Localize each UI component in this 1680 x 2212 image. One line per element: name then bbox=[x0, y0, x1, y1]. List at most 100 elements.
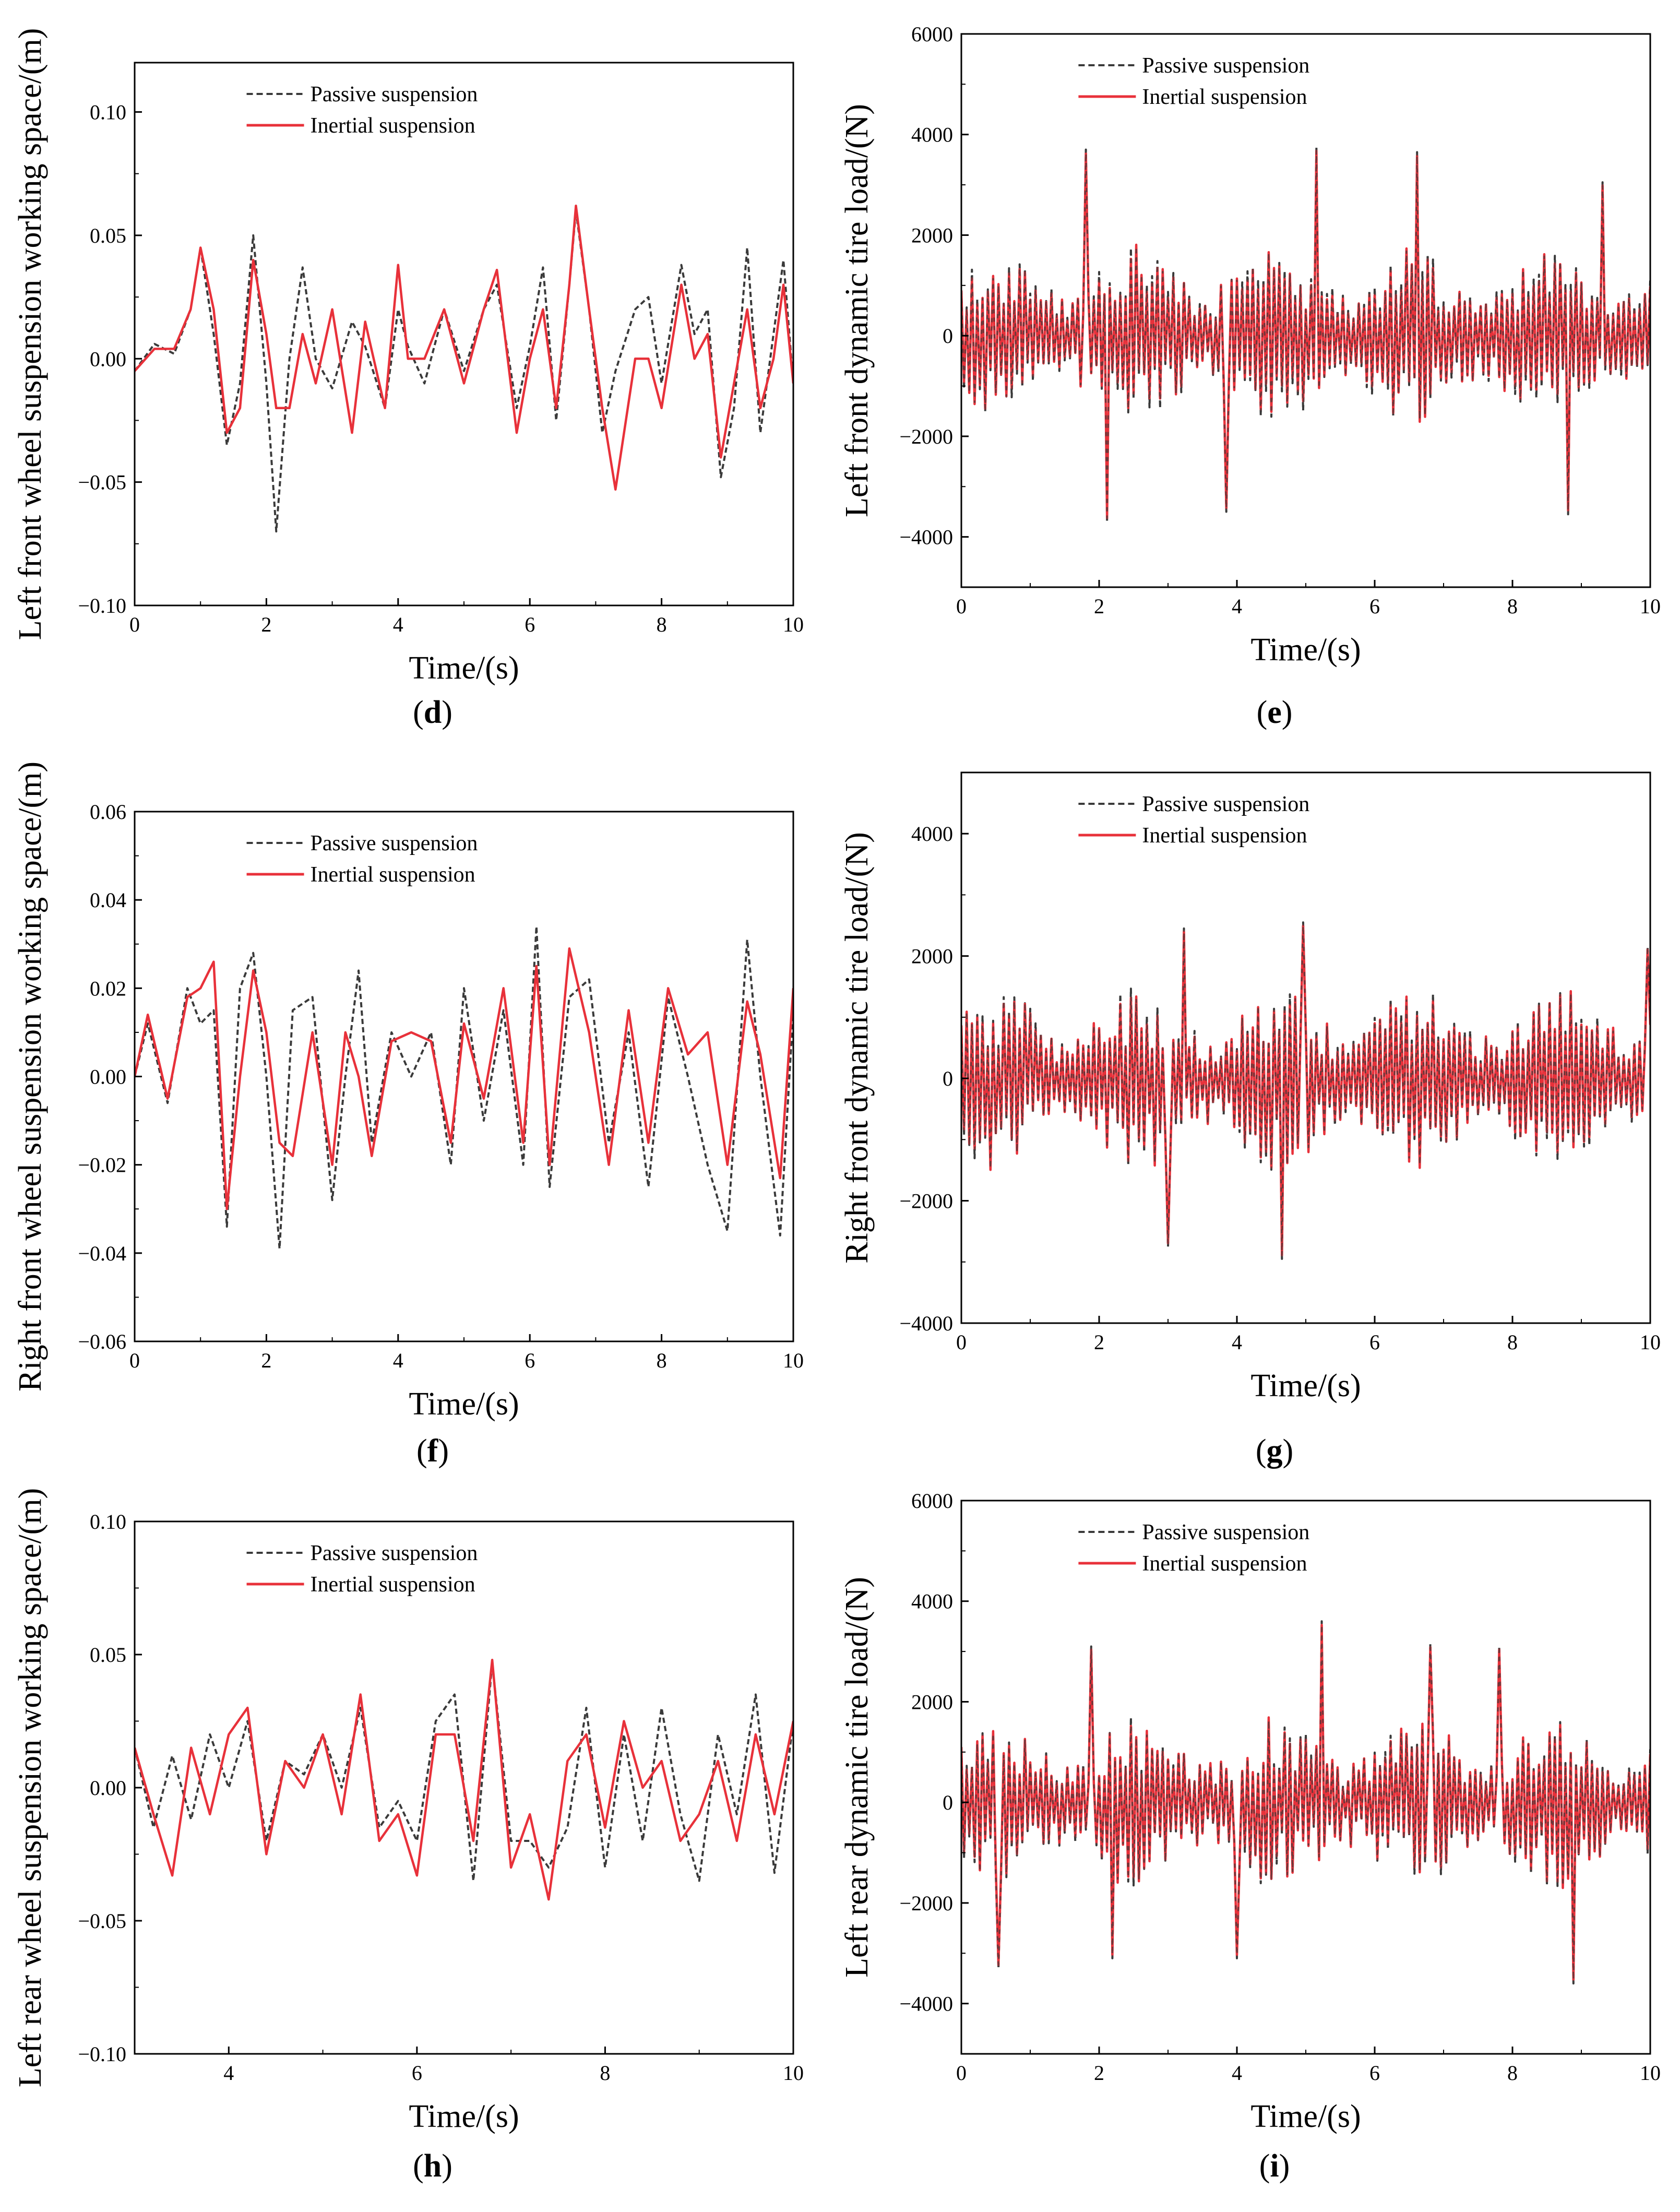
y-axis-title: Left rear wheel suspension working space… bbox=[13, 1488, 48, 2087]
x-tick-label: 6 bbox=[525, 613, 535, 636]
chart-panel-g: 0 2 4 6 8 10 −4000 −2000 0 2000 4000 Time/(s) Right … bbox=[839, 771, 1661, 1469]
y-tick-label: −4000 bbox=[899, 526, 953, 549]
legend: Passive suspension Inertial suspension bbox=[1078, 54, 1309, 109]
chart-panel-h: 4 6 8 10 −0.10 −0.05 0.00 0.05 0.10 Time/(s) Left … bbox=[13, 1488, 804, 2184]
x-tick-label: 10 bbox=[1640, 594, 1661, 618]
x-tick-label: 6 bbox=[1369, 594, 1380, 618]
x-axis-title: Time/(s) bbox=[409, 650, 519, 686]
x-tick-label: 8 bbox=[657, 1349, 667, 1372]
y-tick-label: 4000 bbox=[911, 123, 953, 147]
x-tick-label: 4 bbox=[393, 613, 403, 636]
x-tick-label: 2 bbox=[1094, 1330, 1104, 1354]
x-tick-label: 10 bbox=[783, 2061, 804, 2085]
x-tick-label: 4 bbox=[1232, 2061, 1242, 2085]
passive-series-line bbox=[135, 925, 793, 1250]
legend: Passive suspension Inertial suspension bbox=[246, 1541, 478, 1597]
x-tick-label: 10 bbox=[1640, 2061, 1661, 2085]
y-tick-label: 6000 bbox=[911, 1489, 953, 1513]
passive-series-overlay bbox=[961, 1621, 1650, 1984]
legend-inertial-label: Inertial suspension bbox=[311, 863, 475, 887]
legend-passive-label: Passive suspension bbox=[1142, 1520, 1309, 1544]
x-tick-label: 8 bbox=[600, 2061, 610, 2085]
legend-inertial-label: Inertial suspension bbox=[311, 1573, 475, 1597]
y-tick-label: 0.04 bbox=[90, 888, 126, 912]
legend-passive-label: Passive suspension bbox=[311, 1541, 478, 1565]
y-tick-label: −2000 bbox=[899, 425, 953, 448]
legend: Passive suspension Inertial suspension bbox=[1078, 792, 1309, 848]
x-axis-title: Time/(s) bbox=[409, 1386, 519, 1422]
x-axis-title: Time/(s) bbox=[1250, 1368, 1361, 1404]
y-tick-label: 0.00 bbox=[90, 1065, 126, 1089]
x-tick-label: 0 bbox=[129, 1349, 140, 1372]
y-tick-label: 6000 bbox=[911, 22, 953, 46]
y-tick-label: 0.02 bbox=[90, 977, 126, 1000]
legend-inertial-label: Inertial suspension bbox=[1142, 824, 1307, 848]
legend-passive-label: Passive suspension bbox=[1142, 54, 1309, 78]
x-tick-label: 2 bbox=[1094, 594, 1104, 618]
y-tick-label: 0.00 bbox=[90, 1776, 126, 1800]
panel-label: (f) bbox=[416, 1433, 449, 1469]
legend-passive-label: Passive suspension bbox=[311, 831, 478, 855]
legend: Passive suspension Inertial suspension bbox=[1078, 1520, 1309, 1576]
y-tick-label: 0.00 bbox=[90, 347, 126, 371]
chart-panel-e: 0 2 4 6 8 10 −4000 −2000 0 2000 4000 6000 Time/(s) Le… bbox=[839, 22, 1661, 730]
y-tick-label: −0.05 bbox=[78, 471, 126, 494]
x-tick-label: 2 bbox=[261, 1349, 271, 1372]
series-group bbox=[961, 1620, 1650, 1985]
passive-series-line bbox=[961, 1620, 1650, 1985]
y-tick-label: 4000 bbox=[911, 1590, 953, 1613]
panel-label: (d) bbox=[413, 695, 452, 730]
y-tick-label: 2000 bbox=[911, 223, 953, 247]
y-tick-label: −0.10 bbox=[78, 594, 126, 617]
y-tick-label: 0.05 bbox=[90, 224, 126, 247]
legend-passive-label: Passive suspension bbox=[311, 82, 478, 106]
series-group bbox=[135, 1658, 793, 1901]
y-axis-title: Left front dynamic tire load/(N) bbox=[839, 104, 875, 517]
series-group bbox=[961, 921, 1650, 1260]
inertial-series-line bbox=[961, 924, 1650, 1257]
y-axis-title: Left front wheel suspension working spac… bbox=[13, 28, 48, 640]
panels: 0 2 4 6 8 10 −0.10 −0.05 0.00 0.05 0.10 Time/(s) Lef… bbox=[13, 22, 1661, 2184]
plot-frame bbox=[134, 811, 794, 1342]
x-tick-label: 6 bbox=[525, 1349, 535, 1372]
x-axis-title: Time/(s) bbox=[409, 2099, 519, 2134]
x-tick-label: 0 bbox=[129, 613, 140, 636]
x-tick-label: 6 bbox=[1369, 2061, 1380, 2085]
x-tick-label: 0 bbox=[956, 594, 967, 618]
x-tick-label: 10 bbox=[783, 613, 804, 636]
y-tick-label: −0.06 bbox=[78, 1330, 126, 1353]
y-tick-label: 2000 bbox=[911, 945, 953, 968]
x-tick-label: 2 bbox=[261, 613, 271, 636]
legend: Passive suspension Inertial suspension bbox=[246, 831, 478, 887]
y-tick-label: 0 bbox=[943, 1791, 953, 1814]
y-tick-label: −0.02 bbox=[78, 1153, 126, 1177]
x-axis-title: Time/(s) bbox=[1250, 632, 1361, 668]
chart-panel-f: 0 2 4 6 8 10 −0.06 −0.04 −0.02 0.00 0.02 0.04 0.06 Ti… bbox=[13, 762, 804, 1469]
chart-panel-i: 0 2 4 6 8 10 −4000 −2000 0 2000 4000 6000 Time/(s) Le… bbox=[839, 1489, 1661, 2184]
x-tick-label: 4 bbox=[1232, 1330, 1242, 1354]
y-tick-label: −2000 bbox=[899, 1892, 953, 1915]
x-tick-label: 4 bbox=[1232, 594, 1242, 618]
y-tick-label: 0.10 bbox=[90, 101, 126, 124]
y-tick-label: 0.05 bbox=[90, 1643, 126, 1667]
x-tick-label: 0 bbox=[956, 2061, 967, 2085]
y-tick-label: −4000 bbox=[899, 1312, 953, 1335]
x-tick-label: 6 bbox=[1369, 1330, 1380, 1354]
x-tick-label: 8 bbox=[1507, 1330, 1518, 1354]
y-tick-label: −4000 bbox=[899, 1992, 953, 2016]
panel-label: (g) bbox=[1256, 1433, 1293, 1469]
x-tick-label: 10 bbox=[1640, 1330, 1661, 1354]
passive-series-line bbox=[135, 209, 793, 533]
inertial-series-line bbox=[135, 947, 793, 1210]
y-tick-label: −0.10 bbox=[78, 2042, 126, 2066]
legend-passive-label: Passive suspension bbox=[1142, 792, 1309, 816]
x-tick-label: 8 bbox=[1507, 2061, 1518, 2085]
y-axis-title: Right front dynamic tire load/(N) bbox=[839, 832, 875, 1263]
passive-series-line bbox=[135, 1661, 793, 1882]
legend-inertial-label: Inertial suspension bbox=[1142, 1552, 1307, 1576]
y-tick-label: 0.06 bbox=[90, 800, 126, 824]
panel-label: (h) bbox=[413, 2148, 452, 2184]
x-axis-title: Time/(s) bbox=[1250, 2099, 1361, 2134]
y-tick-label: −2000 bbox=[899, 1190, 953, 1213]
